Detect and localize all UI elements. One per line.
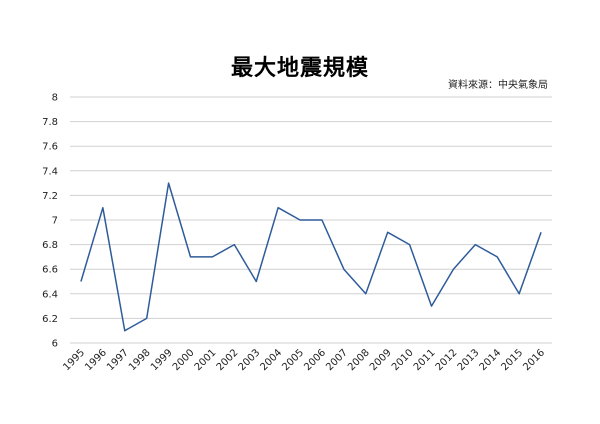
x-tick-label: 2001 xyxy=(193,347,219,373)
data-point xyxy=(78,279,83,284)
x-tick-label: 2004 xyxy=(258,347,284,373)
x-tick-label: 2012 xyxy=(434,347,460,373)
data-point xyxy=(122,328,127,333)
data-point xyxy=(451,267,456,272)
x-tick-label: 1995 xyxy=(61,347,87,373)
data-point xyxy=(385,230,390,235)
data-point xyxy=(539,230,544,235)
y-tick-label: 7 xyxy=(52,216,58,227)
data-point xyxy=(517,291,522,296)
x-tick-label: 2007 xyxy=(324,347,350,373)
x-tick-label: 2011 xyxy=(412,347,438,373)
x-tick-label: 2006 xyxy=(302,347,328,373)
data-point xyxy=(276,205,281,210)
data-point xyxy=(100,205,105,210)
series-line xyxy=(80,182,542,332)
x-axis-tick-labels: 1995199619971998199920002001200220032004… xyxy=(61,347,547,373)
x-tick-label: 2003 xyxy=(237,347,263,373)
x-tick-label: 1996 xyxy=(83,347,109,373)
data-point xyxy=(429,304,434,309)
x-tick-label: 1998 xyxy=(127,347,153,373)
x-tick-label: 2010 xyxy=(390,347,416,373)
data-point xyxy=(210,254,215,259)
series-layer xyxy=(78,181,544,333)
x-tick-label: 2013 xyxy=(456,347,482,373)
y-tick-label: 6 xyxy=(52,339,58,350)
data-point xyxy=(166,181,171,186)
x-tick-label: 2005 xyxy=(280,347,306,373)
chart-title: 最大地震規模 xyxy=(230,56,369,81)
x-tick-label: 2002 xyxy=(215,347,241,373)
data-point xyxy=(495,254,500,259)
y-tick-label: 7.6 xyxy=(42,142,58,153)
data-point xyxy=(144,316,149,321)
x-tick-label: 2009 xyxy=(368,347,394,373)
x-tick-label: 2016 xyxy=(521,347,547,373)
chart-source-note: 資料來源：中央氣象局 xyxy=(448,80,548,91)
data-point xyxy=(341,267,346,272)
y-axis-tick-labels: 6 6.2 6.4 6.6 6.8 7 7.2 7.4 7.6 7.8 8 xyxy=(42,93,58,350)
data-point xyxy=(407,242,412,247)
data-point xyxy=(298,218,303,223)
data-point xyxy=(319,218,324,223)
y-tick-label: 8 xyxy=(52,93,58,104)
y-tick-label: 6.8 xyxy=(42,240,58,251)
y-tick-label: 7.2 xyxy=(42,191,58,202)
data-point xyxy=(473,242,478,247)
y-tick-label: 7.4 xyxy=(42,166,58,177)
y-tick-label: 7.8 xyxy=(42,117,58,128)
x-tick-label: 1999 xyxy=(149,347,175,373)
y-tick-label: 6.6 xyxy=(42,265,58,276)
x-tick-label: 2000 xyxy=(171,347,197,373)
data-point xyxy=(254,279,259,284)
y-tick-label: 6.4 xyxy=(42,289,58,300)
y-tick-label: 6.2 xyxy=(42,314,58,325)
x-tick-label: 1997 xyxy=(105,347,131,373)
x-tick-label: 2015 xyxy=(499,347,525,373)
data-point xyxy=(363,291,368,296)
x-tick-label: 2014 xyxy=(478,347,504,373)
x-tick-label: 2008 xyxy=(346,347,372,373)
data-point xyxy=(232,242,237,247)
data-point xyxy=(188,254,193,259)
